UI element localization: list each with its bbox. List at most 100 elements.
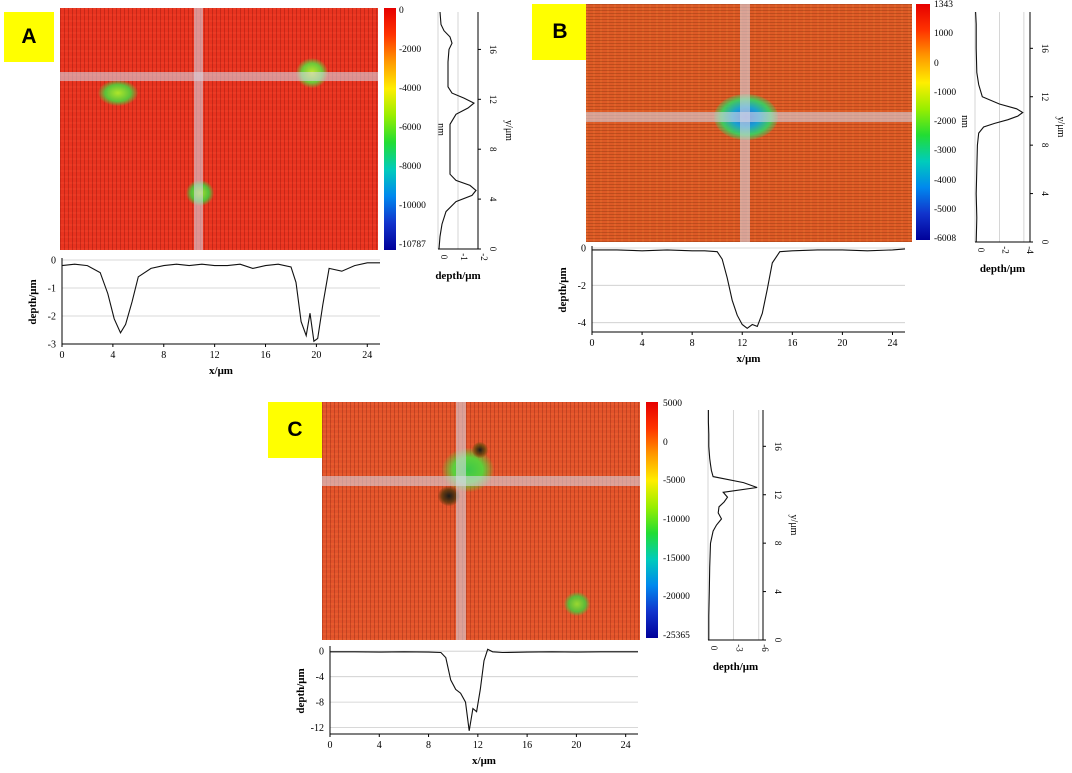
y-tick-label: 16 (1040, 44, 1050, 54)
y-tick-label: 0 (51, 256, 56, 267)
colorbar-tick-label: -6000 (399, 123, 422, 133)
profile-chart-b-horizontal: 0 -2 -4 0 4 8 12 16 20 24 x/μm depth/μm (557, 244, 906, 365)
x-tick-label: -4 (1025, 246, 1035, 254)
colorbar-tick-label: -4000 (934, 175, 957, 186)
x-axis-label: x/μm (209, 365, 233, 377)
y-tick-label: 4 (1040, 191, 1050, 196)
x-axis-label: x/μm (737, 353, 761, 365)
x-axis-label: depth/μm (713, 661, 758, 673)
y-tick-label: 8 (773, 541, 783, 546)
crosshair-vertical (456, 402, 466, 640)
profile-chart-c-horizontal: 0 -4 -8 -12 0 4 8 12 16 20 24 x/μm depth/μm (295, 646, 638, 767)
x-tick-label: 0 (590, 338, 595, 349)
surface-texture (60, 8, 378, 250)
colorbar-tick-label: 1343 (934, 0, 953, 10)
y-axis-label: depth/μm (27, 279, 39, 324)
x-tick-label: 0 (976, 248, 986, 253)
x-tick-label: 12 (737, 338, 747, 349)
y-tick-label: 12 (773, 490, 783, 499)
y-tick-label: -8 (316, 698, 324, 709)
y-tick-label: -2 (578, 281, 586, 292)
colorbar-tick-label: -4000 (399, 84, 422, 94)
colorbar-tick-label: -3000 (934, 146, 957, 157)
y-tick-label: 4 (773, 589, 783, 594)
crosshair-horizontal (60, 72, 378, 81)
colorbar-tick-label: -10000 (663, 515, 690, 525)
y-tick-label: 12 (1040, 92, 1050, 101)
height-map-b (586, 4, 912, 242)
height-map-a (60, 8, 378, 250)
x-tick-label: 0 (328, 740, 333, 751)
x-tick-label: 16 (522, 740, 532, 751)
colorbar-tick-label: -6008 (934, 234, 957, 244)
height-map-c (322, 402, 640, 640)
x-axis-label: depth/μm (435, 270, 480, 282)
x-tick-label: 16 (787, 338, 797, 349)
x-tick-label: 12 (210, 350, 220, 361)
profile-line (61, 262, 380, 343)
panel-label-b: B (532, 4, 588, 60)
y-tick-label: 4 (488, 197, 498, 202)
profile-line (330, 648, 638, 731)
y-tick-label: -12 (311, 723, 324, 734)
colorbar-tick-label: -10000 (399, 201, 426, 211)
x-tick-label: 8 (161, 350, 166, 361)
pit-c2 (438, 486, 460, 506)
y-tick-label: -4 (578, 318, 586, 329)
x-tick-label: -6 (760, 644, 770, 652)
y-axis-label: y/μm (788, 515, 799, 536)
y-tick-label: -4 (316, 672, 324, 683)
colorbar-tick-label: 0 (934, 58, 939, 69)
colorbar-b (916, 4, 930, 240)
colorbar-tick-label: -10787 (399, 240, 426, 250)
profile-line (707, 410, 758, 640)
x-tick-label: -2 (1000, 246, 1010, 254)
colorbar-tick-label: 0 (663, 437, 668, 448)
colorbar-tick-label: 1000 (934, 29, 953, 40)
colorbar-tick-label: 5000 (663, 399, 682, 409)
crosshair-vertical (740, 4, 750, 242)
y-axis-label: depth/μm (295, 668, 307, 713)
colorbar-tick-label: -2000 (934, 117, 957, 127)
x-tick-label: 8 (426, 740, 431, 751)
x-tick-label: 4 (640, 338, 645, 349)
y-tick-label: 8 (488, 147, 498, 152)
y-axis-label: depth/μm (557, 267, 569, 312)
profile-line (975, 11, 1024, 243)
x-tick-label: -1 (459, 253, 469, 261)
y-tick-label: 12 (488, 95, 498, 104)
x-tick-label: 8 (690, 338, 695, 349)
x-axis-label: x/μm (472, 755, 496, 767)
pit-c3 (472, 442, 488, 458)
x-tick-label: 24 (362, 350, 372, 361)
x-tick-label: 24 (621, 740, 631, 751)
y-axis-label: y/μm (503, 120, 514, 141)
y-tick-label: 16 (773, 442, 783, 452)
profile-line (592, 248, 906, 329)
profile-chart-a-horizontal: 0 -1 -2 -3 0 4 8 12 16 20 24 x/μm depth/μm (27, 256, 380, 377)
profile-chart-b-vertical: 0 -2 -4 0 4 8 12 16 depth/μm y/μm (974, 11, 1066, 275)
x-tick-label: 20 (837, 338, 847, 349)
x-tick-label: -3 (734, 644, 744, 652)
x-tick-label: 0 (709, 646, 719, 651)
x-tick-label: 20 (571, 740, 581, 751)
colorbar-tick-label: -8000 (399, 162, 422, 172)
x-tick-label: 4 (110, 350, 115, 361)
y-tick-label: 0 (581, 244, 586, 255)
pit-c4 (564, 592, 590, 616)
colorbar-tick-label: -5000 (934, 204, 957, 215)
y-tick-label: -2 (48, 312, 56, 323)
x-tick-label: 16 (261, 350, 271, 361)
y-tick-label: -1 (48, 284, 56, 295)
pit-a1 (98, 80, 138, 106)
x-tick-label: 12 (473, 740, 483, 751)
y-tick-label: 0 (319, 647, 324, 658)
colorbar-c (646, 402, 658, 638)
x-tick-label: 0 (60, 350, 65, 361)
profile-line (438, 11, 477, 250)
colorbar-tick-label: -2000 (399, 45, 422, 55)
panel-label-a: A (4, 12, 54, 62)
surface-texture (322, 402, 640, 640)
